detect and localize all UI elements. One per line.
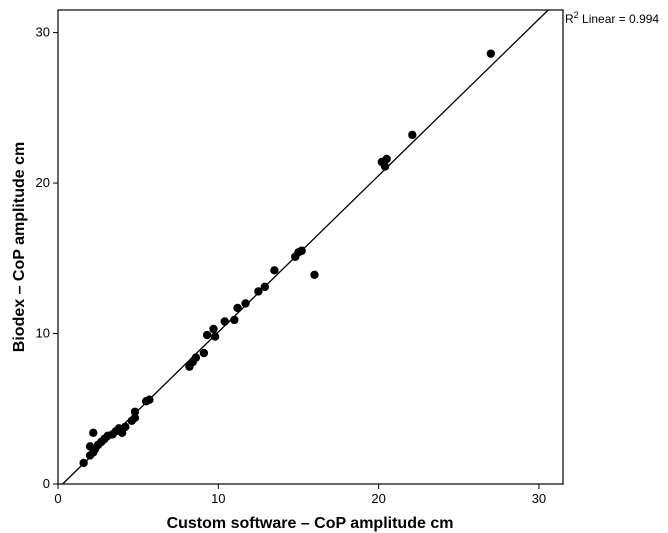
y-tick-label: 20 [36,175,50,190]
data-point [85,442,95,451]
data-point [408,130,417,140]
y-tick-label: 0 [43,476,50,491]
r2-annotation: R2 Linear = 0.994 [565,10,659,26]
data-point [220,317,229,326]
data-point [79,458,88,468]
data-point [210,332,220,341]
data-point [486,49,496,58]
x-axis-title: Custom software – CoP amplitude cm [167,515,454,532]
fit-line-group [62,9,549,485]
data-point [380,162,390,171]
data-point [145,395,154,404]
y-axis-title: Biodex – CoP amplitude cm [11,142,28,352]
data-point [199,348,209,358]
data-point [191,353,201,362]
x-tick-label: 10 [211,491,225,506]
data-point [270,266,279,275]
data-point [121,422,130,432]
y-tick-label: 10 [36,326,50,341]
x-tick-label: 30 [532,491,546,506]
r2-prefix: R [565,12,574,26]
fit-line [62,9,549,485]
data-point [89,428,98,438]
data-point [230,315,239,325]
data-point [209,324,218,334]
data-point [260,282,270,292]
data-point [297,246,306,255]
axis-ticks: 0 10 20 30 0 10 20 30 [36,25,547,506]
data-point [254,287,263,296]
r2-superscript: 2 [574,10,579,20]
data-points [79,49,496,468]
y-tick-label: 30 [36,25,50,40]
plot-frame [57,9,564,485]
r2-text: Linear = 0.994 [579,12,660,26]
data-point [233,303,242,313]
x-tick-label: 0 [54,491,61,506]
data-point [382,154,391,164]
data-point [310,270,319,280]
x-tick-label: 20 [371,491,385,506]
data-point [202,330,212,340]
data-point [130,407,140,416]
data-point [241,299,250,308]
data-point [130,413,140,422]
